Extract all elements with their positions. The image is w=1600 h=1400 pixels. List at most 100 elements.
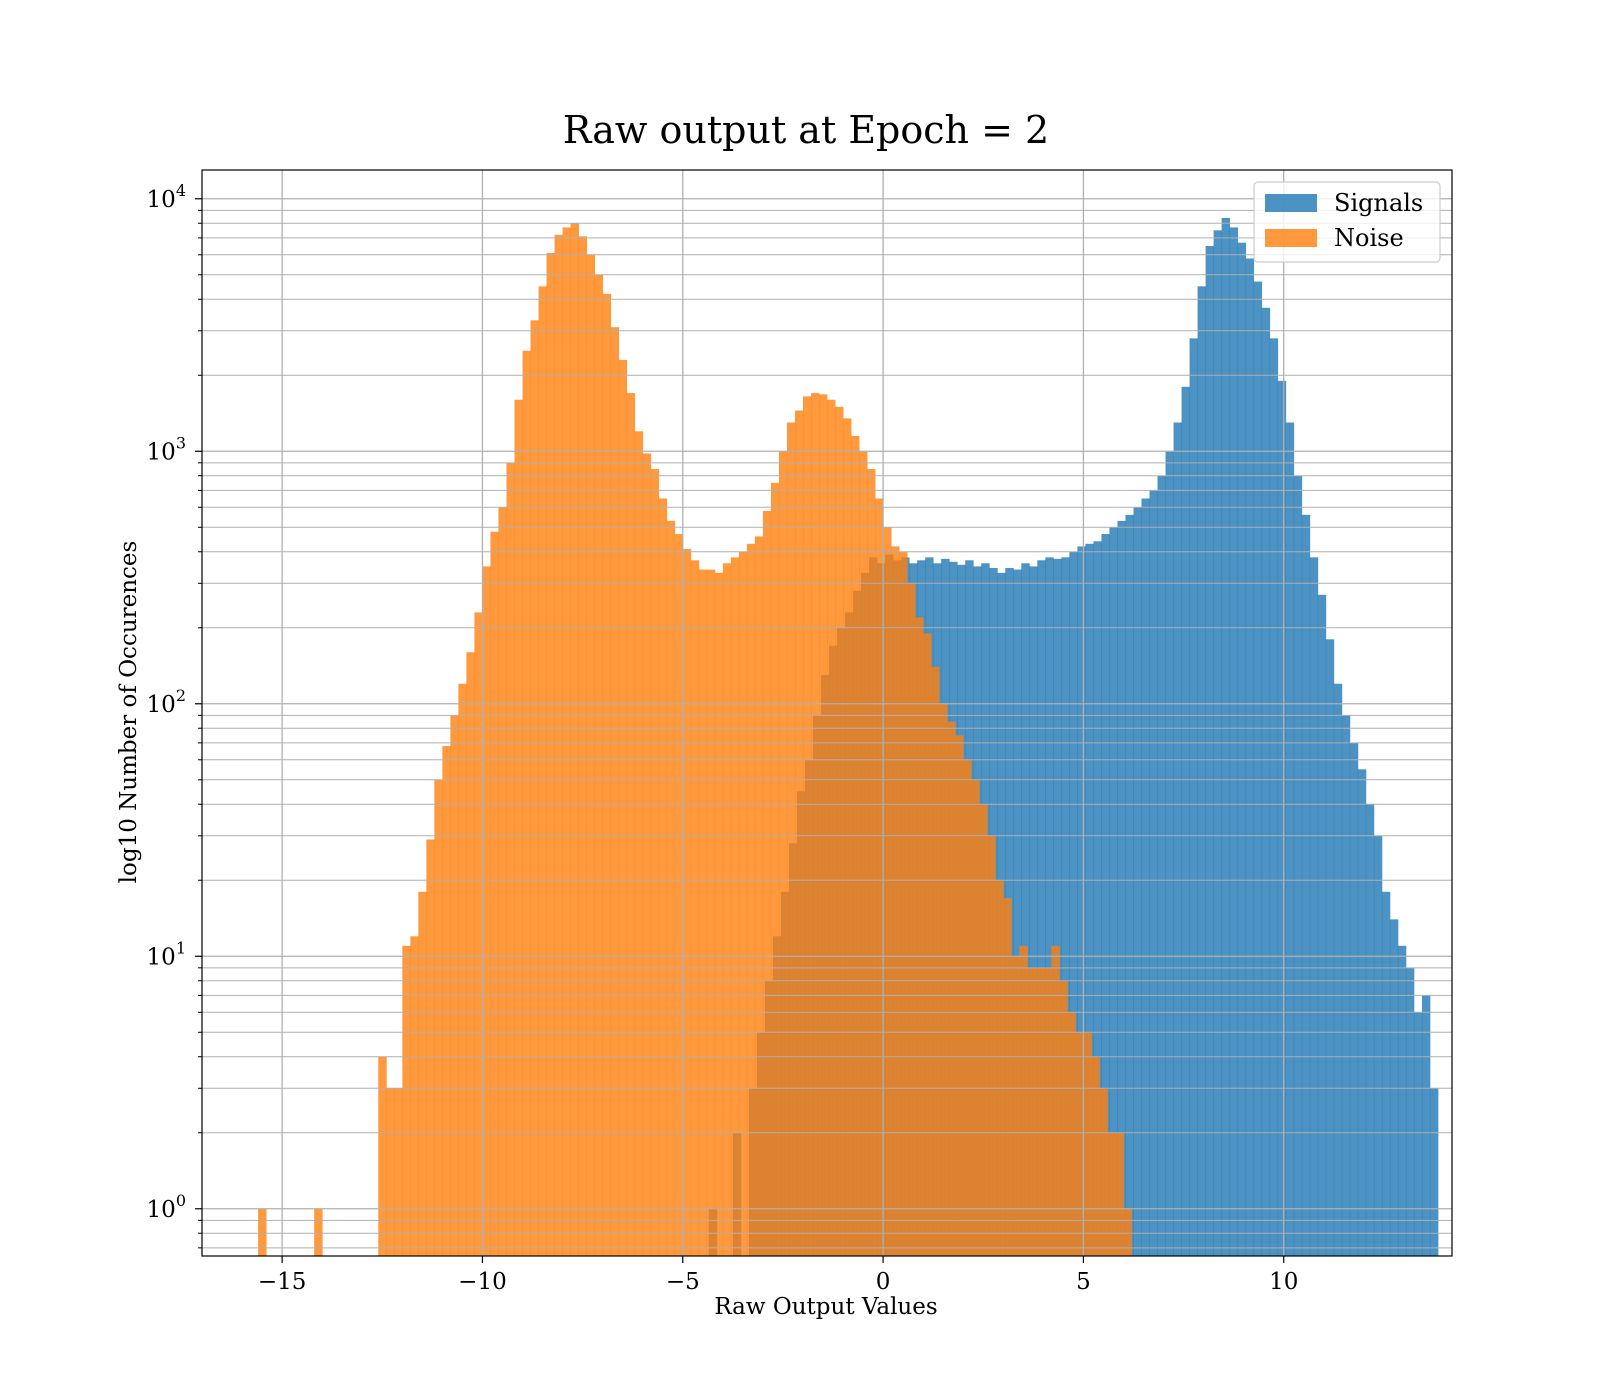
x-tick-label: −5: [666, 1269, 700, 1295]
plot-area: −15 −10 −5 0 5 10 100 101 102 103 104: [147, 169, 1453, 1295]
bar-noise: [466, 652, 475, 1256]
bar-signals: [1125, 514, 1134, 1256]
bar-noise: [883, 527, 892, 1256]
bar-signals: [1221, 217, 1231, 1256]
bar-noise: [979, 804, 988, 1256]
bar-noise: [1115, 1132, 1124, 1256]
bar-noise: [1099, 1088, 1108, 1256]
bar-noise: [1051, 945, 1060, 1256]
bar-noise: [674, 534, 684, 1256]
legend-swatch-noise: [1265, 229, 1317, 247]
bar-signals: [1277, 380, 1287, 1256]
bar-noise: [859, 451, 868, 1256]
bar-noise: [666, 520, 676, 1256]
bar-noise: [394, 1088, 403, 1256]
bar-noise: [754, 536, 764, 1256]
bar-noise: [378, 1056, 387, 1256]
bar-signals: [1045, 557, 1054, 1256]
bar-signals: [1269, 338, 1279, 1256]
bar-noise: [1035, 967, 1044, 1256]
bar-noise: [1091, 1056, 1100, 1256]
bar-noise: [770, 482, 780, 1256]
bar-signals: [1381, 891, 1391, 1256]
legend-label-noise: Noise: [1334, 224, 1404, 252]
bar-signals: [1349, 742, 1359, 1256]
bar-noise: [730, 557, 740, 1256]
bar-noise: [802, 396, 812, 1256]
bar-noise: [706, 569, 716, 1256]
bar-signals: [1141, 498, 1150, 1256]
bar-signals: [1189, 338, 1198, 1256]
y-axis-label: log10 Number of Occurences: [116, 541, 142, 884]
bar-noise: [586, 254, 596, 1256]
bar-noise: [786, 422, 796, 1256]
bar-noise: [610, 327, 620, 1256]
bar-signals: [1069, 551, 1078, 1256]
bar-signals: [1133, 507, 1142, 1256]
bar-signals: [1101, 534, 1110, 1256]
bar-noise: [851, 435, 860, 1256]
bar-noise: [899, 551, 908, 1256]
bar-signals: [1181, 386, 1190, 1256]
bar-noise: [314, 1208, 323, 1256]
bar-noise: [570, 223, 579, 1256]
bar-noise: [827, 399, 836, 1256]
bar-noise: [818, 394, 828, 1256]
bar-noise: [867, 469, 876, 1256]
bar-signals: [1037, 560, 1046, 1256]
bar-signals: [1205, 246, 1215, 1256]
bar-noise: [258, 1208, 267, 1256]
bar-noise: [963, 759, 972, 1256]
bar-noise: [778, 451, 788, 1256]
bar-signals: [1197, 286, 1206, 1256]
bar-noise: [939, 703, 948, 1256]
bar-noise: [891, 546, 900, 1256]
bar-signals: [1013, 569, 1022, 1256]
bar-noise: [1019, 945, 1028, 1256]
bar-noise: [971, 779, 980, 1256]
bar-noise: [1123, 1208, 1132, 1256]
bar-signals: [1285, 422, 1295, 1256]
x-tick-label: −10: [458, 1269, 507, 1295]
bar-noise: [594, 274, 604, 1256]
bar-noise: [835, 406, 844, 1256]
bar-signals: [1245, 258, 1255, 1256]
legend-label-signals: Signals: [1334, 189, 1423, 217]
bar-noise: [386, 1088, 395, 1256]
bar-noise: [875, 498, 884, 1256]
bar-signals: [1405, 967, 1415, 1256]
bar-noise: [843, 418, 852, 1256]
bar-noise: [698, 569, 708, 1256]
legend-swatch-signals: [1265, 194, 1317, 212]
bar-signals: [1389, 919, 1399, 1256]
bar-noise: [907, 583, 916, 1256]
y-tick-label: 102: [147, 686, 186, 718]
bar-signals: [1173, 422, 1182, 1256]
bar-noise: [530, 320, 539, 1256]
bar-noise: [987, 835, 996, 1256]
bars-layer: [258, 217, 1439, 1256]
x-tick-label: 0: [876, 1269, 891, 1295]
bar-noise: [1059, 980, 1068, 1256]
bar-signals: [1061, 557, 1070, 1256]
bar-noise: [458, 683, 467, 1256]
bar-signals: [1301, 514, 1311, 1256]
bar-noise: [482, 566, 491, 1256]
bar-noise: [1067, 1012, 1076, 1256]
chart-title: Raw output at Epoch = 2: [563, 108, 1049, 152]
bar-noise: [562, 227, 571, 1256]
bar-signals: [1341, 715, 1351, 1256]
axes-frame: [201, 169, 1453, 1257]
bar-signals: [1325, 639, 1335, 1256]
bar-noise: [554, 234, 563, 1256]
bar-noise: [1075, 1032, 1084, 1256]
x-tick-label: 5: [1076, 1269, 1091, 1295]
bar-noise: [810, 393, 820, 1256]
bar-noise: [682, 549, 692, 1256]
bar-noise: [915, 617, 924, 1256]
bar-noise: [490, 531, 499, 1256]
bar-signals: [1165, 451, 1174, 1256]
bar-signals: [1293, 475, 1303, 1256]
bar-noise: [1107, 1132, 1116, 1256]
bar-noise: [450, 715, 459, 1256]
